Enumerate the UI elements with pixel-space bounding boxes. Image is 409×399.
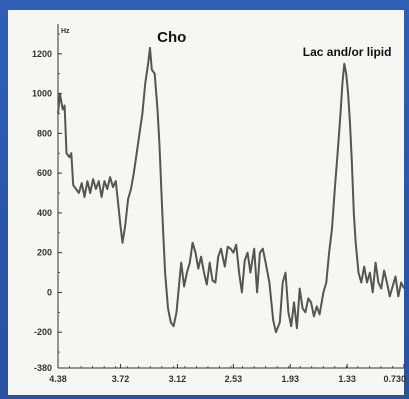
x-tick-label: 0.730 — [383, 374, 406, 384]
x-tick-label: 3.72 — [112, 374, 130, 384]
y-tick-label: 600 — [37, 168, 52, 178]
y-axis-ticks: 1200 1000 800 600 400 200 0 -200 -380 — [32, 33, 62, 373]
chart-axes — [57, 24, 404, 369]
x-tick-label: 2.53 — [225, 374, 243, 384]
y-tick-label: 800 — [37, 128, 52, 138]
y-tick-label: 200 — [37, 248, 52, 258]
annotations: Cho Lac and/or lipid — [157, 29, 391, 59]
x-tick-label: 3.12 — [169, 374, 187, 384]
cho-annotation: Cho — [157, 29, 186, 46]
x-tick-label: 1.33 — [338, 374, 356, 384]
y-tick-label: 1200 — [32, 49, 52, 59]
series-line — [57, 46, 405, 334]
y-axis-unit-label: Hz — [61, 28, 70, 35]
chart-panel — [8, 10, 404, 395]
y-tick-label: 0 — [47, 287, 52, 297]
y-tick-label: -380 — [34, 363, 52, 373]
lac-lipid-annotation: Lac and/or lipid — [303, 45, 392, 59]
y-tick-label: 400 — [37, 208, 52, 218]
x-axis-ticks: 4.38 3.72 3.12 2.53 1.93 1.33 0.730 — [49, 364, 406, 384]
x-tick-label: 4.38 — [49, 374, 67, 384]
y-tick-label: -200 — [34, 327, 52, 337]
y-tick-label: 1000 — [32, 89, 52, 99]
x-tick-label: 1.93 — [281, 374, 299, 384]
series-group — [57, 46, 405, 334]
